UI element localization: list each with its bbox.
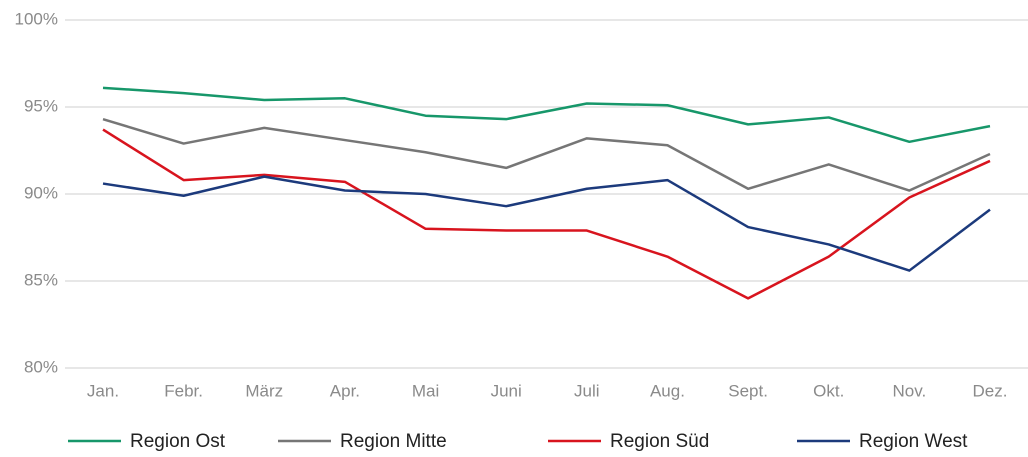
x-tick-label: Sept. [728, 381, 768, 400]
legend-label: Region Süd [610, 431, 709, 452]
x-tick-label: Okt. [813, 381, 844, 400]
legend-label: Region Mitte [340, 431, 447, 452]
x-tick-label: Juni [491, 381, 522, 400]
series-line [102, 86, 991, 144]
series-line [102, 117, 991, 192]
series-line [102, 175, 991, 272]
x-tick-label: Mai [412, 381, 439, 400]
y-tick-label: 100% [15, 9, 58, 28]
x-tick-label: Dez. [973, 381, 1008, 400]
series-line [102, 128, 991, 300]
y-tick-label: 90% [24, 183, 58, 202]
y-tick-label: 95% [24, 96, 58, 115]
x-tick-label: Aug. [650, 381, 685, 400]
x-tick-label: Jan. [87, 381, 119, 400]
legend-label: Region West [859, 431, 968, 452]
y-tick-label: 80% [24, 357, 58, 376]
x-tick-label: Febr. [164, 381, 203, 400]
y-tick-label: 85% [24, 270, 58, 289]
x-tick-label: März [245, 381, 283, 400]
x-tick-label: Juli [574, 381, 600, 400]
x-tick-label: Apr. [330, 381, 360, 400]
x-tick-label: Nov. [893, 381, 927, 400]
legend-label: Region Ost [130, 431, 226, 452]
